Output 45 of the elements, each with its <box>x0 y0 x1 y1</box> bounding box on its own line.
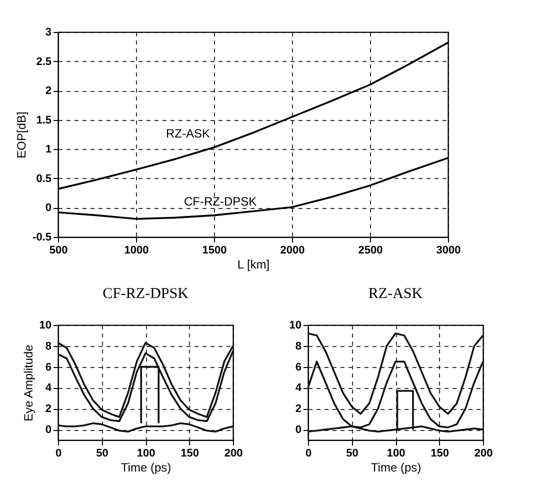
chart-title: CF-RZ-DPSK <box>102 286 189 302</box>
x-tick-label: 150 <box>430 448 449 460</box>
y-tick-label: 6 <box>295 361 302 374</box>
x-tick-label: 100 <box>386 448 406 460</box>
y-tick-label: 0.5 <box>36 172 52 185</box>
x-tick-label: 2500 <box>358 244 383 256</box>
series-label: CF-RZ-DPSK <box>184 194 257 208</box>
x-tick-label: 500 <box>49 244 68 256</box>
y-tick-label: 4 <box>45 382 52 394</box>
y-tick-label: 10 <box>289 320 302 332</box>
x-tick-label: 200 <box>474 448 493 460</box>
x-axis-title: L [km] <box>237 258 270 272</box>
x-axis-title: Time (ps) <box>370 460 422 474</box>
y-tick-label: 3 <box>45 26 52 38</box>
x-tick-label: 0 <box>305 448 312 460</box>
y-tick-label: 1 <box>45 144 52 156</box>
y-tick-label: 1.5 <box>36 114 52 126</box>
y-tick-label: 2 <box>45 85 52 98</box>
y-axis-title: EOP[dB] <box>14 112 29 158</box>
y-tick-label: -0.5 <box>32 232 52 244</box>
y-tick-label: 8 <box>295 340 302 352</box>
x-tick-label: 3000 <box>436 244 461 256</box>
x-tick-label: 50 <box>346 448 358 460</box>
y-tick-label: 8 <box>45 340 52 352</box>
y-tick-label: 10 <box>39 320 52 332</box>
y-tick-label: 0 <box>45 202 52 214</box>
x-tick-label: 200 <box>224 448 243 460</box>
y-tick-label: 2 <box>295 403 302 416</box>
y-tick-label: 2.5 <box>36 56 52 68</box>
y-tick-label: 0 <box>295 424 302 436</box>
x-tick-label: 0 <box>55 448 62 460</box>
y-tick-label: 6 <box>45 361 52 374</box>
y-axis-title: Eye Amplitude <box>21 344 36 422</box>
x-axis-title: Time (ps) <box>120 460 172 474</box>
x-tick-label: 1000 <box>124 244 149 256</box>
y-tick-label: 4 <box>295 382 302 394</box>
series-label: RZ-ASK <box>166 126 210 140</box>
x-tick-label: 2000 <box>280 244 305 256</box>
x-tick-label: 50 <box>96 448 108 460</box>
x-tick-label: 150 <box>180 448 199 460</box>
x-tick-label: 1500 <box>202 244 227 256</box>
chart-title: RZ-ASK <box>368 286 423 302</box>
x-tick-label: 100 <box>136 448 156 460</box>
y-tick-label: 0 <box>45 424 52 436</box>
y-tick-label: 2 <box>45 403 52 416</box>
